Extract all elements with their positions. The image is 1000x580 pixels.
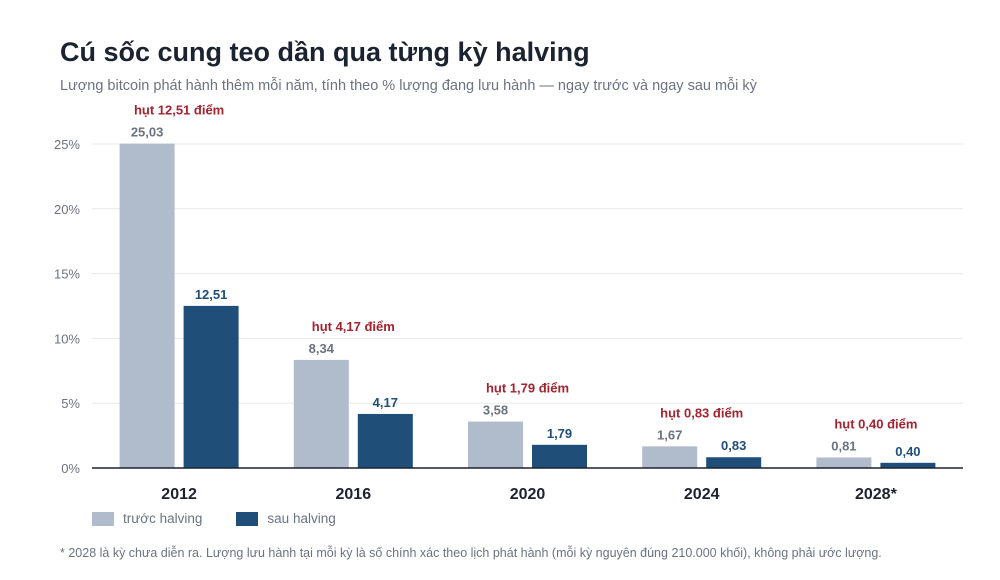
bar-before-halving — [468, 421, 523, 468]
legend-label-before: trước halving — [123, 511, 203, 526]
legend-label-after: sau halving — [267, 511, 336, 526]
data-label-before: 1,67 — [657, 427, 682, 442]
data-label-after: 0,40 — [895, 444, 920, 459]
bar-chart: 0% 5% 10% 15% 20% 25% 25,03 12,51 hụt 12,51 điểm… — [54, 103, 963, 503]
y-tick-label: 15% — [54, 267, 80, 282]
data-label-after: 0,83 — [721, 438, 746, 453]
drop-annotation: hụt 4,17 điểm — [312, 319, 395, 334]
bar-after-halving — [706, 457, 762, 468]
data-label-before: 0,81 — [831, 439, 856, 454]
legend-swatch-after — [236, 511, 259, 526]
y-tick-label: 25% — [54, 137, 80, 152]
x-category-label: 2016 — [336, 486, 372, 503]
x-category-label: 2012 — [161, 486, 197, 503]
chart-title: Cú sốc cung teo dần qua từng kỳ halving — [60, 37, 590, 67]
bar-after-halving — [880, 462, 936, 468]
drop-annotation: hụt 12,51 điểm — [134, 103, 224, 118]
y-tick-label: 10% — [54, 331, 80, 346]
data-label-after: 1,79 — [547, 426, 572, 441]
bar-after-halving — [357, 413, 413, 468]
bar-before-halving — [119, 143, 175, 468]
bar-after-halving — [183, 305, 239, 468]
drop-annotation: hụt 0,40 điểm — [834, 417, 917, 432]
data-label-before: 25,03 — [131, 125, 164, 140]
drop-annotation: hụt 1,79 điểm — [486, 381, 569, 396]
bar-after-halving — [532, 444, 587, 468]
x-category-label: 2020 — [510, 486, 546, 503]
legend-item-after: sau halving — [236, 511, 336, 526]
x-category-label: 2028* — [855, 486, 898, 503]
y-tick-label: 5% — [61, 396, 80, 411]
x-category-label: 2024 — [684, 486, 720, 503]
data-label-after: 12,51 — [195, 287, 228, 302]
legend-swatch-before — [92, 511, 114, 526]
bar-before-halving — [642, 446, 698, 468]
data-label-after: 4,17 — [373, 395, 398, 410]
data-label-before: 3,58 — [483, 403, 508, 418]
data-label-before: 8,34 — [309, 341, 335, 356]
bar-before-halving — [816, 457, 872, 468]
y-tick-label: 20% — [54, 202, 80, 217]
chart-legend: trước halving sau halving — [92, 511, 336, 526]
footnote: * 2028 là kỳ chưa diễn ra. Lượng lưu hàn… — [60, 546, 882, 560]
legend-item-before: trước halving — [92, 511, 202, 526]
bar-before-halving — [293, 359, 349, 468]
drop-annotation: hụt 0,83 điểm — [660, 405, 743, 420]
chart-subtitle: Lượng bitcoin phát hành thêm mỗi năm, tí… — [60, 78, 757, 94]
y-tick-label: 0% — [61, 461, 80, 476]
